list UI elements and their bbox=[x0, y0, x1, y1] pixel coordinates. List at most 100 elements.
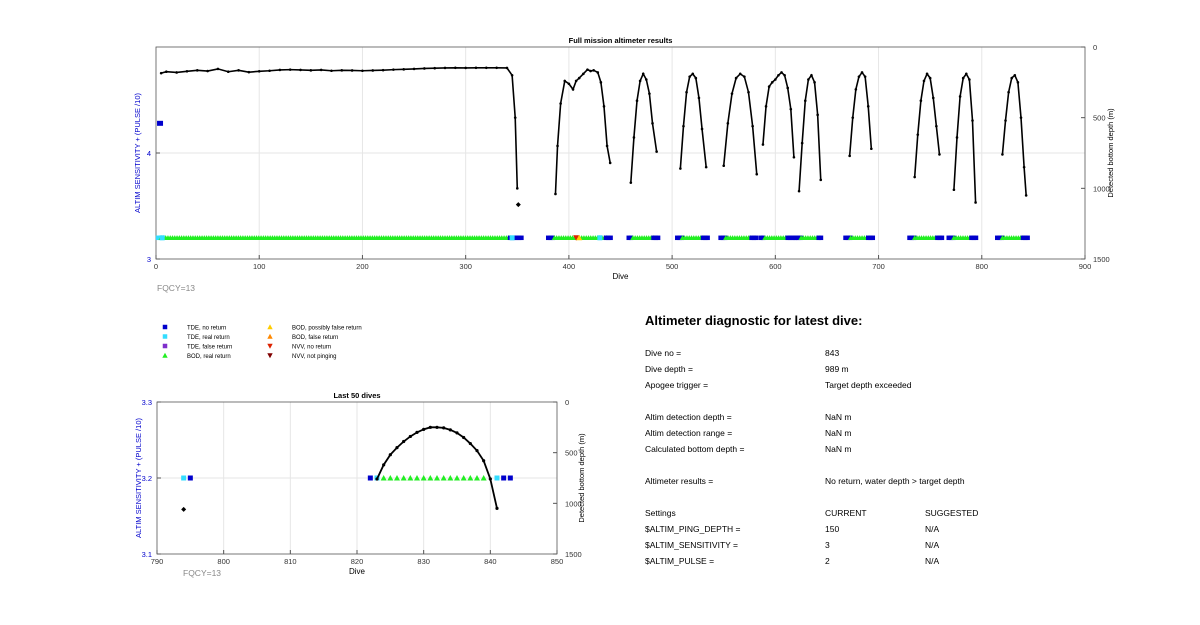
depth-point bbox=[764, 105, 768, 108]
depth-point bbox=[792, 155, 796, 159]
depth-point bbox=[691, 72, 695, 76]
diagnostic-value: 843 bbox=[825, 348, 840, 358]
depth-point bbox=[206, 69, 209, 73]
depth-point bbox=[474, 66, 478, 70]
depth-point bbox=[803, 99, 807, 103]
depth-point bbox=[1004, 119, 1007, 122]
depth-point bbox=[495, 66, 498, 70]
depth-isolated-point bbox=[181, 506, 187, 512]
marker-tde-no-return bbox=[973, 235, 979, 241]
depth-point bbox=[925, 72, 929, 76]
marker-tde-no-return bbox=[865, 235, 871, 241]
marker-tde-no-return bbox=[870, 235, 876, 241]
depth-point bbox=[928, 76, 932, 80]
marker-bod-real-return bbox=[460, 475, 467, 481]
marker-tde-no-return bbox=[816, 235, 821, 241]
depth-point bbox=[968, 78, 971, 81]
y-axis-label: ALTIM SENSITIVITY + (PULSE /10) bbox=[133, 93, 142, 213]
marker-tde-no-return bbox=[909, 235, 915, 241]
marker-tde-no-return bbox=[608, 235, 613, 241]
marker-bod-real-return bbox=[414, 475, 420, 481]
depth-point bbox=[629, 181, 633, 184]
marker-tde-no-return bbox=[514, 235, 520, 241]
depth-point bbox=[515, 187, 519, 190]
diagnostic-suggested: N/A bbox=[925, 524, 940, 534]
depth-point bbox=[586, 68, 589, 71]
depth-point bbox=[257, 70, 261, 73]
depth-point bbox=[774, 78, 777, 81]
marker-tde-no-return bbox=[653, 235, 659, 241]
diagnostic-label: Altimeter results = bbox=[645, 476, 714, 486]
legend-label: BOD, false return bbox=[292, 335, 338, 341]
y2-tick-label: 1000 bbox=[1093, 184, 1110, 193]
depth-point bbox=[682, 124, 685, 128]
depth-point bbox=[1007, 90, 1010, 94]
depth-line bbox=[630, 72, 658, 183]
depth-point bbox=[1024, 194, 1028, 197]
marker-tde-no-return bbox=[501, 475, 507, 481]
depth-point bbox=[513, 116, 517, 119]
x-tick-label: 900 bbox=[1079, 262, 1092, 271]
depth-point bbox=[688, 75, 691, 78]
depth-point bbox=[381, 68, 385, 72]
x-tick-label: 700 bbox=[872, 262, 885, 271]
depth-point bbox=[185, 70, 189, 73]
depth-point bbox=[755, 172, 759, 176]
depth-point bbox=[767, 85, 771, 88]
marker-tde-no-return bbox=[939, 235, 945, 241]
y-axis-label: ALTIM SENSITIVITY + (PULSE /10) bbox=[134, 418, 143, 538]
marker-tde-no-return bbox=[790, 235, 795, 241]
legend-label: BOD, possibly false return bbox=[292, 326, 362, 332]
depth-line bbox=[762, 71, 795, 158]
depth-point bbox=[734, 76, 738, 80]
depth-point bbox=[388, 453, 392, 457]
marker-tde-no-return bbox=[718, 235, 723, 241]
depth-point bbox=[770, 81, 774, 84]
x-tick-label: 800 bbox=[976, 262, 989, 271]
marker-tde-no-return bbox=[946, 235, 951, 241]
depth-point bbox=[1010, 76, 1014, 80]
y2-tick-label: 500 bbox=[1093, 114, 1106, 123]
depth-point bbox=[422, 427, 426, 431]
diagnostic-label: Dive no = bbox=[645, 348, 682, 358]
x-axis-label: Dive bbox=[349, 567, 366, 576]
y2-axis-label: Detected bottom depth (m) bbox=[577, 433, 586, 523]
depth-point bbox=[870, 147, 873, 151]
depth-point bbox=[931, 96, 935, 100]
diagnostic-value: 989 m bbox=[825, 364, 849, 374]
depth-point bbox=[395, 446, 399, 450]
marker-tde-no-return bbox=[907, 235, 912, 241]
depth-point bbox=[268, 69, 271, 73]
depth-point bbox=[412, 67, 416, 71]
depth-point bbox=[485, 66, 488, 70]
depth-point bbox=[863, 75, 867, 78]
depth-point bbox=[442, 426, 446, 430]
y-tick-label: 3.1 bbox=[142, 550, 152, 559]
x-tick-label: 100 bbox=[253, 262, 266, 271]
x-tick-label: 820 bbox=[351, 557, 364, 566]
marker-tde-no-return bbox=[162, 324, 168, 330]
depth-point bbox=[1001, 153, 1004, 156]
depth-point bbox=[974, 201, 977, 204]
diagnostic-title: Altimeter diagnostic for latest dive: bbox=[645, 313, 863, 328]
depth-point bbox=[700, 127, 704, 131]
marker-tde-no-return bbox=[749, 235, 754, 241]
depth-point bbox=[955, 136, 959, 139]
depth-point bbox=[571, 88, 575, 91]
depth-point bbox=[694, 76, 698, 80]
marker-tde-no-return bbox=[995, 235, 1000, 241]
diagnostic-value: 3 bbox=[825, 540, 830, 550]
x-tick-label: 400 bbox=[563, 262, 576, 271]
legend-label: TDE, real return bbox=[187, 335, 230, 341]
depth-point bbox=[567, 82, 571, 86]
depth-point bbox=[635, 99, 639, 103]
depth-point bbox=[964, 72, 968, 76]
marker-tde-no-return bbox=[753, 235, 759, 241]
x-tick-label: 800 bbox=[217, 557, 230, 566]
depth-point bbox=[415, 430, 419, 434]
y-tick-label: 4 bbox=[147, 149, 151, 158]
depth-point bbox=[810, 73, 813, 77]
diagnostic-value: Target depth exceeded bbox=[825, 380, 912, 390]
depth-point bbox=[797, 189, 801, 193]
full-mission-chart: 0 100 200 300 400 500 600 700 800 900 3 4 0 500 1000 15… bbox=[133, 36, 1115, 293]
